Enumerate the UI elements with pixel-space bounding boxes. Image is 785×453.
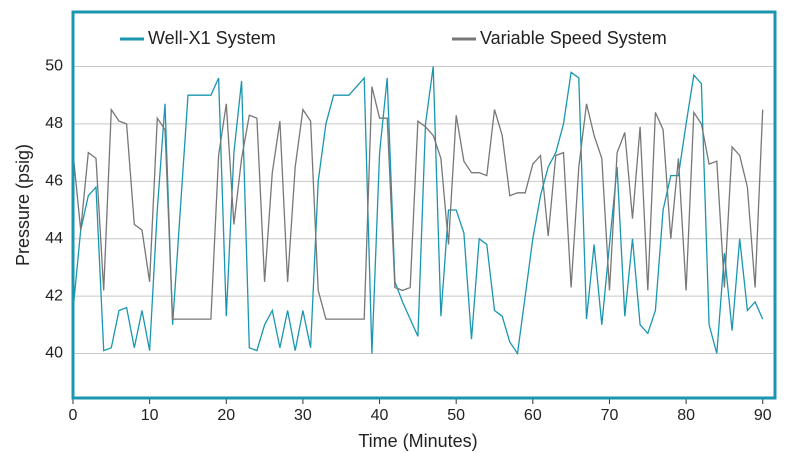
legend-label: Well-X1 System	[148, 28, 276, 48]
x-tick-label: 40	[371, 407, 389, 424]
x-tick-label: 10	[141, 407, 159, 424]
y-tick-label: 50	[45, 58, 63, 75]
y-tick-label: 42	[45, 287, 63, 304]
x-tick-label: 70	[601, 407, 619, 424]
x-tick-label: 50	[447, 407, 465, 424]
x-tick-label: 0	[69, 407, 78, 424]
y-tick-label: 48	[45, 115, 63, 132]
y-tick-label: 46	[45, 173, 63, 190]
x-tick-label: 80	[677, 407, 695, 424]
x-tick-label: 90	[754, 407, 772, 424]
x-axis-label: Time (Minutes)	[358, 431, 477, 451]
legend-label: Variable Speed System	[480, 28, 667, 48]
y-axis-label: Pressure (psig)	[13, 144, 33, 266]
x-tick-label: 20	[217, 407, 235, 424]
series-line	[72, 66, 764, 356]
plot-frame	[71, 10, 777, 400]
y-tick-label: 44	[45, 230, 63, 247]
x-tick-label: 60	[524, 407, 542, 424]
x-tick-label: 30	[294, 407, 312, 424]
series-line	[72, 86, 764, 320]
y-tick-label: 40	[45, 345, 63, 362]
